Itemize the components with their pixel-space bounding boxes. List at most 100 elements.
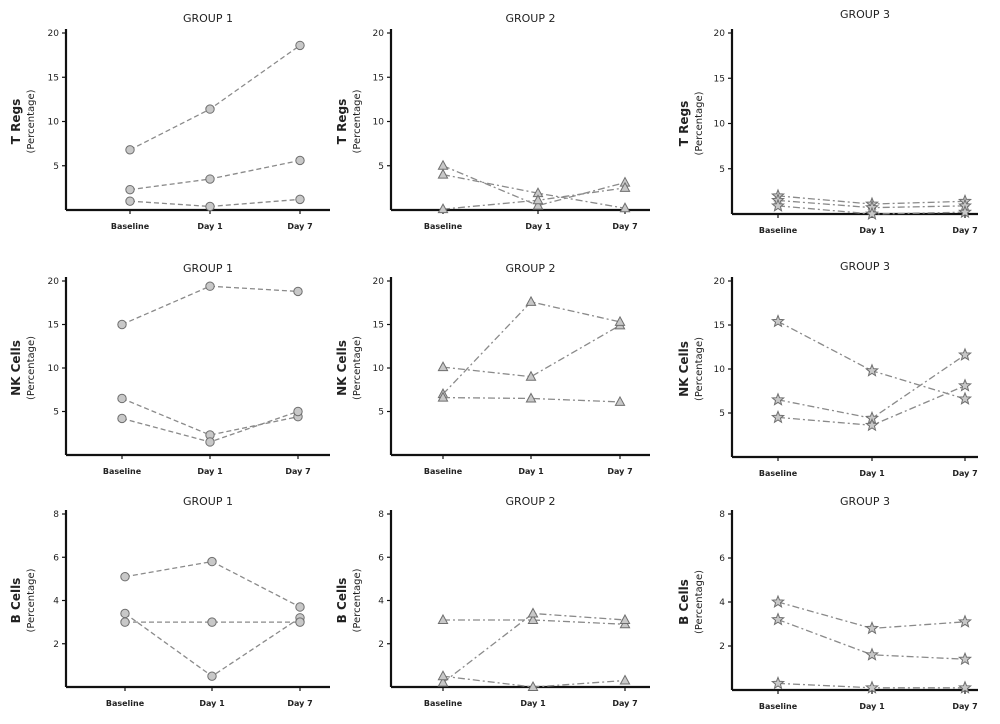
y-tick-label: 2: [719, 642, 725, 652]
data-point: [525, 370, 537, 381]
x-tick-label: Day 7: [952, 469, 977, 478]
y-axis-label: NK Cells: [9, 340, 23, 396]
data-point: [207, 671, 217, 681]
data-point: [437, 676, 449, 687]
data-point: [527, 613, 539, 624]
y-axis-label: B Cells: [335, 578, 349, 624]
data-point: [205, 104, 215, 114]
data-point: [957, 204, 973, 219]
x-tick-label: Day 7: [952, 702, 977, 711]
data-point: [864, 647, 880, 661]
y-axis-sublabel: (Percentage): [352, 568, 363, 632]
x-tick-label: Day 1: [197, 467, 223, 476]
x-tick-label: Day 1: [859, 702, 885, 711]
data-point: [864, 363, 880, 377]
y-tick-label: 6: [719, 554, 725, 564]
series-line: [129, 159, 301, 191]
data-point: [437, 159, 449, 170]
series-line: [442, 324, 621, 378]
data-point: [619, 613, 631, 624]
chart-panel-4: GROUP 1 5 10 15 20 Baseline Day 1 Day 7 NK Cells…: [9, 262, 330, 476]
y-axis-label: NK Cells: [677, 341, 691, 397]
y-tick-label: 4: [53, 597, 59, 607]
chart-panel-9: GROUP 3 2 4 6 8 Baseline Day 1 Day 7 B Cells (Per…: [677, 495, 978, 711]
x-tick-label: Baseline: [759, 469, 798, 478]
data-point: [770, 612, 786, 626]
y-tick-label: 10: [373, 364, 385, 374]
x-tick-label: Day 1: [859, 226, 885, 235]
data-point: [619, 202, 631, 213]
data-point: [125, 145, 135, 155]
data-point: [205, 174, 215, 184]
y-tick-label: 5: [53, 408, 59, 418]
data-point: [770, 410, 786, 424]
data-point: [614, 395, 626, 406]
x-tick-label: Day 1: [518, 467, 544, 476]
data-point: [957, 651, 973, 666]
chart-panel-5: GROUP 2 5 10 15 20 Baseline Day 1 Day 7 NK Cells…: [335, 262, 650, 476]
data-point: [125, 196, 135, 206]
y-tick-label: 20: [373, 29, 385, 39]
y-tick-label: 15: [714, 74, 725, 84]
series-line: [777, 320, 966, 400]
y-tick-label: 5: [378, 162, 384, 172]
chart-panel-1: GROUP 1 5 10 15 20 Baseline Day 1 Day 7 T Regs (P…: [9, 12, 330, 231]
x-tick-label: Day 7: [285, 467, 310, 476]
data-point: [207, 556, 217, 567]
chart-panel-2: GROUP 2 5 10 15 20 Baseline Day 1 Day 7 T Regs (P…: [335, 12, 650, 231]
data-point: [437, 361, 449, 372]
data-point: [293, 286, 303, 297]
y-axis-label: NK Cells: [335, 340, 349, 396]
x-tick-label: Baseline: [424, 699, 463, 708]
y-tick-label: 6: [378, 553, 384, 563]
x-tick-label: Baseline: [111, 222, 150, 231]
data-point: [864, 680, 880, 694]
y-axis-label: T Regs: [335, 99, 349, 144]
y-axis-sublabel: (Percentage): [352, 89, 363, 153]
y-tick-label: 20: [714, 277, 726, 287]
y-axis-sublabel: (Percentage): [352, 336, 363, 400]
data-point: [957, 347, 973, 361]
data-point: [117, 319, 127, 330]
y-tick-label: 15: [48, 73, 59, 83]
data-point: [207, 617, 217, 627]
series-line: [442, 165, 626, 207]
y-tick-label: 8: [378, 510, 384, 520]
y-axis-label: B Cells: [677, 579, 691, 625]
y-axis-label: T Regs: [677, 101, 691, 146]
panel-title: GROUP 1: [183, 12, 233, 25]
y-tick-label: 5: [53, 162, 59, 172]
data-point: [205, 437, 215, 447]
y-axis-sublabel: (Percentage): [694, 337, 705, 401]
x-tick-label: Baseline: [106, 699, 145, 708]
y-tick-label: 10: [48, 364, 60, 374]
x-tick-label: Day 1: [525, 222, 551, 231]
data-point: [437, 670, 449, 681]
data-point: [864, 417, 880, 432]
y-axis-sublabel: (Percentage): [694, 570, 705, 634]
data-point: [295, 602, 305, 612]
x-tick-label: Day 1: [197, 222, 223, 231]
y-tick-label: 5: [378, 408, 384, 418]
panel-title: GROUP 1: [183, 262, 233, 275]
data-point: [532, 199, 544, 210]
x-tick-label: Day 7: [952, 226, 977, 235]
panel-title: GROUP 2: [505, 12, 555, 25]
data-point: [295, 617, 305, 627]
y-tick-label: 4: [719, 598, 725, 608]
y-tick-label: 20: [714, 29, 726, 39]
y-tick-label: 6: [53, 553, 59, 563]
y-tick-label: 5: [719, 409, 725, 419]
data-point: [864, 206, 880, 220]
y-tick-label: 20: [48, 29, 60, 39]
x-tick-label: Day 1: [859, 469, 885, 478]
data-point: [293, 406, 303, 417]
data-point: [619, 181, 631, 192]
y-tick-label: 15: [373, 321, 384, 331]
y-tick-label: 2: [378, 640, 384, 650]
y-axis-sublabel: (Percentage): [26, 336, 37, 400]
data-point: [527, 680, 539, 691]
series-line: [442, 612, 626, 684]
data-point: [770, 392, 786, 406]
x-tick-label: Day 7: [612, 222, 637, 231]
